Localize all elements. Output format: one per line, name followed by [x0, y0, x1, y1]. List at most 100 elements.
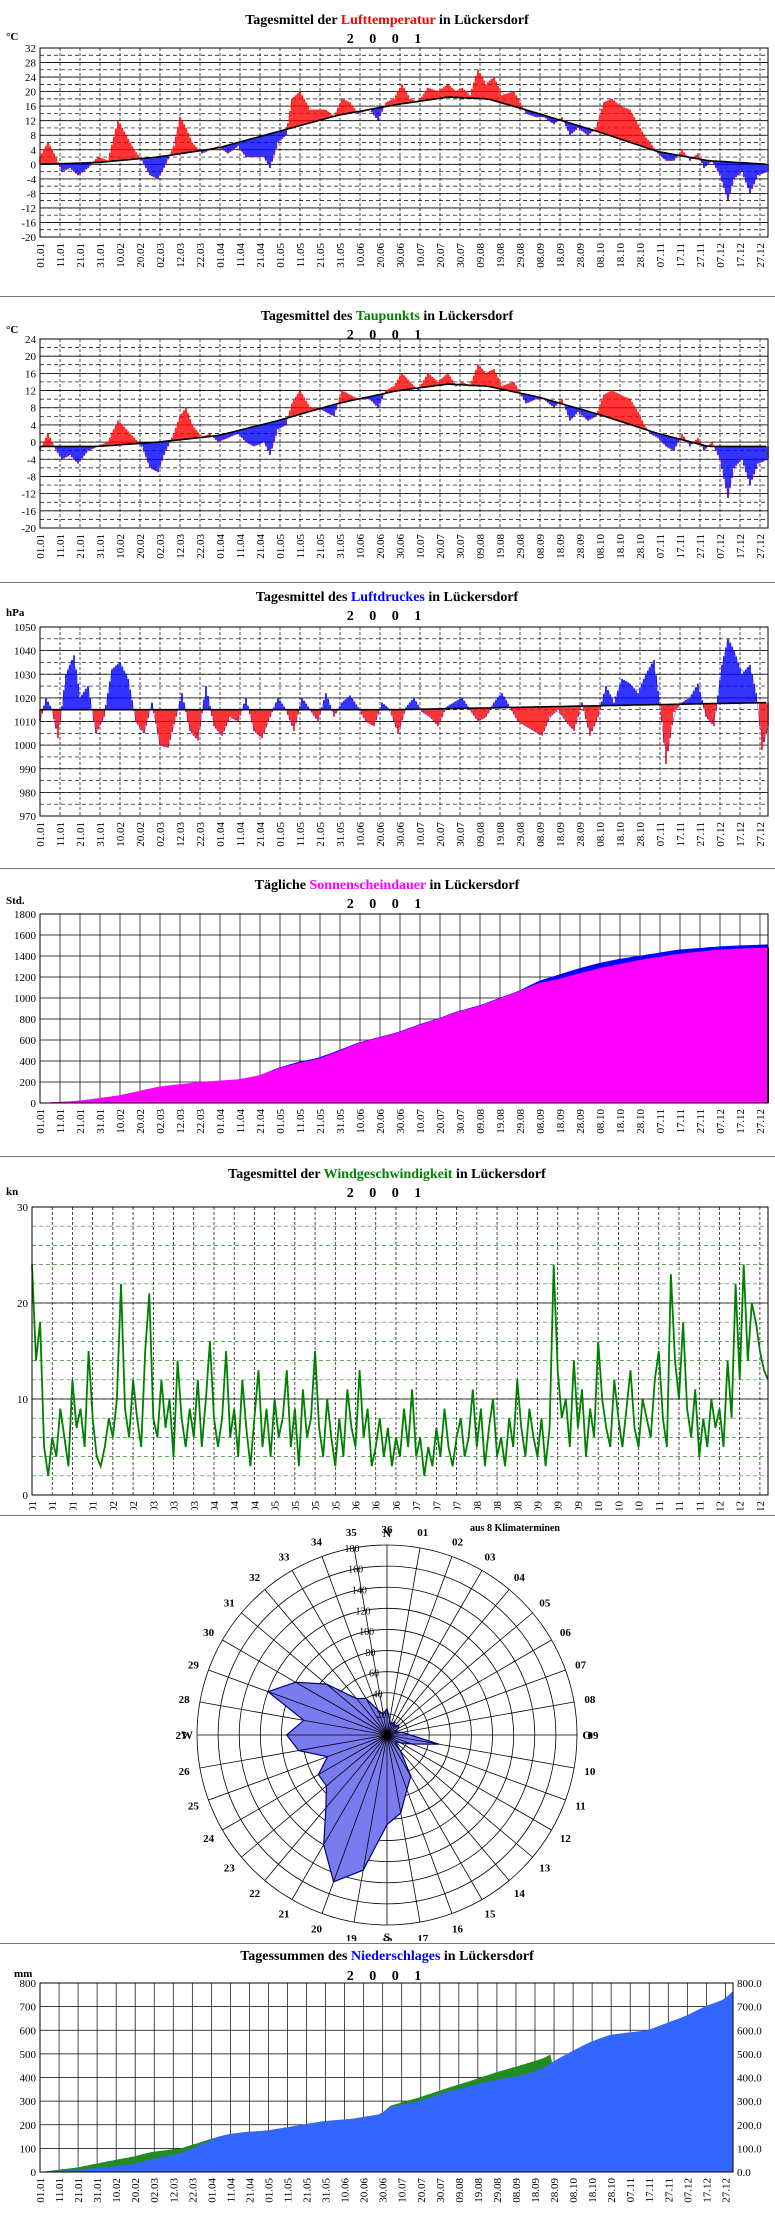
wind-xtick-label: 08.10: [593, 1501, 605, 1511]
windrose-sector-label: 25: [188, 1800, 200, 1812]
temperature-panel: Tagesmittel der Lufttemperatur in Lücker…: [0, 0, 775, 290]
temp-xtick-label: 12.03: [175, 243, 187, 268]
wind-xtick-label: 27.11: [694, 1501, 706, 1510]
sun-xtick-label: 31.01: [95, 1109, 107, 1134]
windrose-value-spoke: [386, 1734, 408, 1790]
windrose-value-spoke: [386, 1731, 403, 1736]
press-grid: [39, 626, 768, 817]
temp-xtick-label: 07.11: [655, 243, 667, 267]
prec-ytick-label-right: 200.0: [737, 2120, 762, 2132]
windrose-value-spoke: [377, 1710, 388, 1736]
dew-xtick-label: 22.03: [195, 534, 207, 559]
windrose-sector-label: 20: [311, 1924, 323, 1936]
wind-xtick-label: 12.03: [169, 1501, 181, 1511]
temp-xtick-label: 08.09: [535, 243, 547, 268]
temp-xtick-label: 28.09: [575, 243, 587, 268]
windrose-value-spoke: [356, 1698, 388, 1736]
sun-xtick-label: 27.12: [755, 1109, 767, 1134]
temp-ytick-label: 20: [25, 87, 37, 99]
sun-xtick-label: 29.08: [515, 1109, 527, 1134]
press-daily-line: [39, 637, 769, 752]
windrose-cardinal-w: W: [181, 1728, 193, 1742]
temp-xtick-label: 08.10: [595, 243, 607, 268]
temp-ytick-label: -20: [21, 232, 36, 244]
press-xtick-label: 01.04: [215, 822, 227, 847]
temp-xtick-label: 20.06: [375, 243, 387, 268]
dew-xtick-label: 28.09: [575, 534, 587, 559]
press-xtick-label: 10.07: [415, 822, 427, 847]
sun-ytick-label: 800: [20, 1014, 37, 1026]
sun-xtick-label: 01.05: [275, 1109, 287, 1134]
prec-xtick-label: 27.11: [663, 2178, 675, 2202]
temp-xtick-label: 10.06: [355, 243, 367, 268]
windrose-value-spoke: [386, 1734, 401, 1752]
prec-ytick-label: 800: [20, 1978, 37, 1990]
wind-xtick-label: 01.05: [270, 1501, 282, 1511]
temp-xtick-label: 10.07: [415, 243, 427, 268]
sun-ytick-label: 1000: [14, 993, 37, 1005]
dew-xtick-label: 11.04: [235, 534, 247, 559]
prec-ytick-label-right: 700.0: [737, 2002, 762, 2014]
sun-actual-area: [40, 947, 768, 1103]
dew-plot-border: [39, 338, 769, 529]
wind-ytick-label: 30: [17, 1202, 29, 1214]
prec-xtick-label: 10.02: [111, 2178, 123, 2203]
prec-ytick-label-right: 100.0: [737, 2143, 762, 2155]
windrose-sector-label: 34: [311, 1536, 323, 1548]
windrose-panel: aus 8 Klimaterminen 01 02 03 04 05 06 07 08 09 10…: [0, 1519, 775, 1948]
sun-xtick-label: 19.08: [495, 1109, 507, 1134]
dewpoint-title: Tagesmittel des Taupunkts in Lückersdorf: [261, 309, 514, 324]
prec-xtick-label: 29.08: [492, 2178, 504, 2203]
prec-xtick-label: 21.04: [244, 2178, 256, 2203]
windrose-value-spoke: [382, 1714, 388, 1736]
windrose-ring-label: 120: [356, 1606, 371, 1617]
wind-xtick-label: 21.05: [310, 1501, 322, 1511]
press-xtick-label: 31.05: [335, 822, 347, 847]
wind-xtick-label: 11.04: [229, 1501, 241, 1510]
pressure-unit: hPa: [6, 607, 25, 619]
temp-xtick-label: 19.08: [495, 243, 507, 268]
temp-ytick-label: 0: [31, 159, 37, 171]
windrose-value-spoke: [327, 1734, 388, 1758]
windrose-ring-label: 80: [365, 1648, 375, 1659]
dew-xtick-label: 27.11: [695, 534, 707, 558]
prec-xtick-label: 18.10: [587, 2178, 599, 2203]
dew-xtick-label: 31.05: [335, 534, 347, 559]
sun-plot-border: [39, 913, 769, 1104]
dew-ytick-label: 0: [31, 437, 37, 449]
sun-xtick-label: 11.01: [55, 1109, 67, 1133]
press-xtick-label: 28.09: [575, 822, 587, 847]
press-ytick-label: 990: [20, 764, 37, 776]
temp-ytick-label: 32: [25, 43, 36, 55]
windrose-value-spoke: [386, 1724, 400, 1736]
windrose-ring-label: 180: [345, 1544, 360, 1555]
wind-xtick-label: 21.01: [67, 1501, 79, 1510]
temp-ytick-label: -4: [27, 174, 37, 186]
wind-chart: Tagesmittel der Windgeschwindigkeit in L…: [6, 1167, 769, 1526]
sunshine-unit: Std.: [6, 895, 25, 907]
windrose-ring-label: 20: [376, 1710, 386, 1721]
windrose-cardinal-o: O: [582, 1728, 591, 1742]
windrose-sector-label: 07: [575, 1660, 587, 1672]
windrose-sector-label: 17: [417, 1933, 429, 1941]
wind-xtick-label: 28.09: [573, 1501, 585, 1511]
prec-ytick-label: 700: [20, 2002, 37, 2014]
windrose-value-spoke: [386, 1719, 391, 1736]
temperature-year: 2 0 0 1: [347, 32, 428, 47]
windrose-chart: aus 8 Klimaterminen 01 02 03 04 05 06 07 08 09 10…: [176, 1523, 600, 1948]
temp-xtick-label: 01.01: [35, 243, 47, 268]
windrose-subtitle: aus 8 Klimaterminen: [470, 1523, 560, 1534]
windrose-sector-label: 24: [203, 1833, 215, 1845]
wind-xtick-label: 11.01: [47, 1501, 59, 1510]
press-ytick-label: 1020: [14, 693, 37, 705]
temp-daily-line: [39, 72, 769, 202]
temp-xtick-label: 02.03: [155, 243, 167, 268]
dew-xtick-label: 30.07: [455, 534, 467, 559]
temp-xtick-label: 31.01: [95, 243, 107, 268]
press-ytick-label: 1050: [14, 622, 37, 634]
prec-ytick-label-right: 300.0: [737, 2096, 762, 2108]
temp-xtick-label: 30.06: [395, 243, 407, 268]
press-xtick-label: 29.08: [515, 822, 527, 847]
windrose-sector-label: 06: [560, 1627, 572, 1639]
windrose-sector-label: 19: [346, 1933, 358, 1941]
